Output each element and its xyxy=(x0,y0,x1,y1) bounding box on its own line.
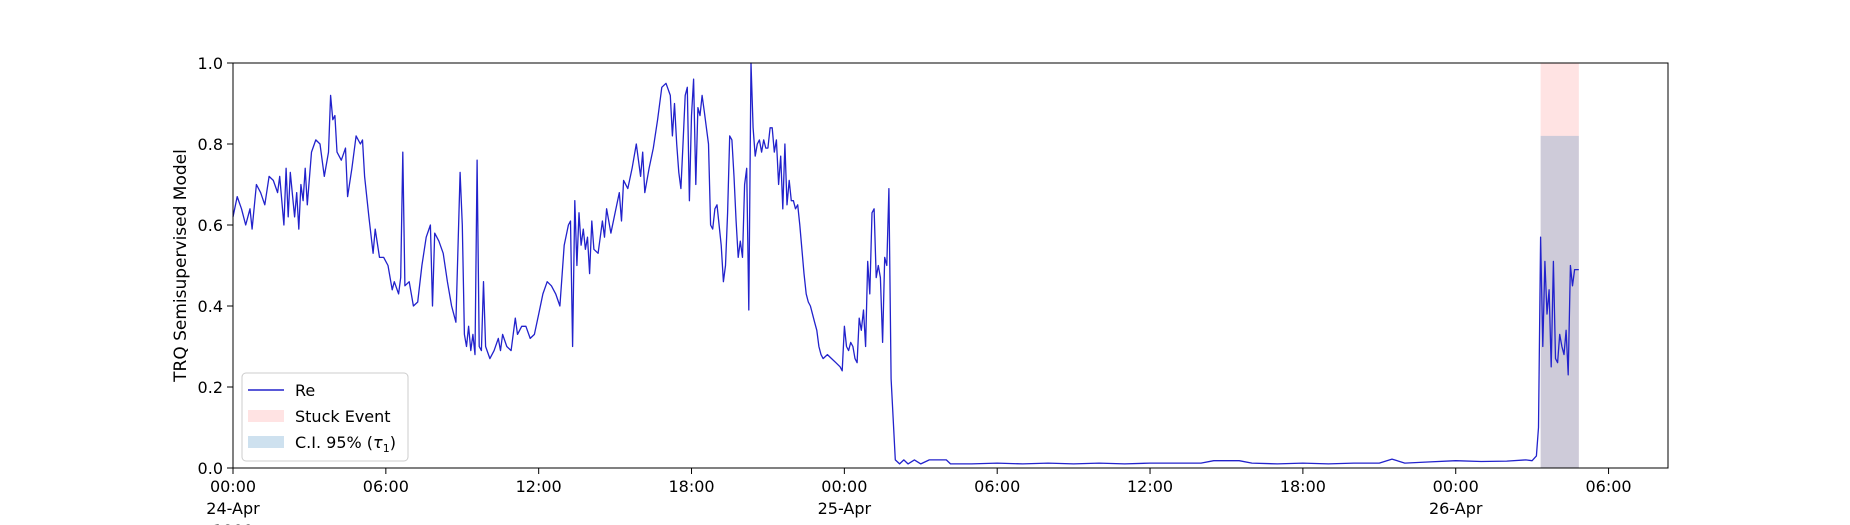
legend-label-0: Re xyxy=(295,381,315,400)
shaded-region-0 xyxy=(1540,63,1579,468)
x-tick-date-label: 24-Apr xyxy=(206,499,260,518)
x-tick-label: 12:00 xyxy=(516,477,562,496)
y-tick-label: 0.2 xyxy=(198,378,223,397)
x-axis: 00:00 24-Apr 1900 06:00 12:00 18:00 00:00 25-Ap… xyxy=(206,468,1632,525)
x-tick-label: 18:00 xyxy=(668,477,714,496)
y-tick-label: 0.0 xyxy=(198,459,223,478)
legend: Re Stuck Event C.I. 95% (τ1) xyxy=(241,372,409,462)
x-tick-label: 00:00 xyxy=(210,477,256,496)
x-tick-label: 00:00 xyxy=(1433,477,1479,496)
x-tick-label: 18:00 xyxy=(1280,477,1326,496)
x-tick-label: 12:00 xyxy=(1127,477,1173,496)
legend-label-2: C.I. 95% (τ1) xyxy=(295,433,396,455)
plot-frame xyxy=(232,62,1669,469)
legend-swatch-2 xyxy=(248,436,284,448)
x-tick-year-label: 1900 xyxy=(213,521,254,525)
series-layer xyxy=(232,62,1579,465)
shaded-regions xyxy=(1540,63,1579,468)
legend-box xyxy=(241,372,409,462)
y-tick-label: 0.4 xyxy=(198,297,223,316)
legend-label-1: Stuck Event xyxy=(295,407,391,426)
x-tick-label: 00:00 xyxy=(821,477,867,496)
y-tick-label: 0.6 xyxy=(198,216,223,235)
y-tick-label: 1.0 xyxy=(198,54,223,73)
series-line-0 xyxy=(232,62,1579,465)
x-tick-label: 06:00 xyxy=(363,477,409,496)
y-axis-label: TRQ Semisupervised Model xyxy=(171,149,191,383)
x-tick-date-label: 26-Apr xyxy=(1429,499,1483,518)
x-tick-label: 06:00 xyxy=(1586,477,1632,496)
y-axis: 0.0 0.2 0.4 0.6 0.8 1.0 xyxy=(198,54,233,478)
x-tick-label: 06:00 xyxy=(974,477,1020,496)
legend-swatch-1 xyxy=(248,410,284,422)
x-tick-date-label: 25-Apr xyxy=(818,499,872,518)
y-tick-label: 0.8 xyxy=(198,135,223,154)
